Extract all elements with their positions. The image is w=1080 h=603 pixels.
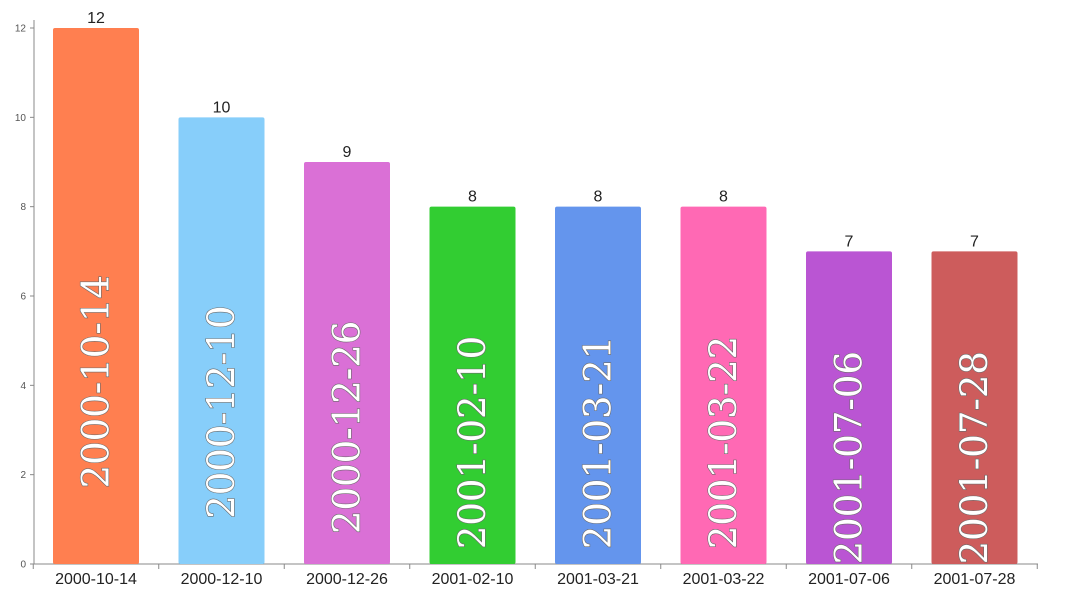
bar-value-label: 8 [468, 189, 477, 206]
y-tick-label: 6 [20, 292, 26, 303]
bar-group: 8 2001-02-10 [429, 189, 516, 564]
bar [680, 206, 767, 564]
bar-value-label: 7 [970, 233, 979, 250]
bar-inner-label: 2000-10-14 [75, 275, 118, 488]
y-tick-label: 0 [20, 560, 26, 571]
bars: 12 2000-10-14 10 2000-12-10 9 2000-12-26 8 2001… [53, 10, 1018, 565]
y-tick-label: 2 [20, 470, 26, 481]
x-tick-label: 2001-03-22 [683, 571, 765, 588]
x-tick-label: 2001-07-28 [934, 571, 1016, 588]
bar-value-label: 9 [343, 144, 352, 161]
bar-group: 8 2001-03-22 [680, 189, 767, 564]
x-tick-label: 2001-03-21 [557, 571, 639, 588]
bar-group: 12 2000-10-14 [53, 10, 139, 564]
x-tick-label: 2001-07-06 [808, 571, 890, 588]
bar [806, 251, 892, 565]
bar-inner-label: 2000-12-10 [200, 305, 243, 518]
y-tick-label: 10 [15, 113, 27, 124]
y-tick-label: 4 [20, 381, 26, 392]
bar-inner-label: 2001-07-28 [953, 351, 996, 564]
bar [931, 251, 1018, 565]
bar [53, 28, 139, 564]
bar [304, 162, 390, 564]
y-tick-label: 8 [20, 202, 26, 213]
x-tick-label: 2000-12-10 [181, 571, 263, 588]
bar-inner-label: 2000-12-26 [326, 321, 369, 534]
x-axis-ticks: 2000-10-14 2000-12-10 2000-12-26 2001-02-10… [32, 564, 1038, 588]
bar-value-label: 7 [845, 233, 854, 250]
x-tick-label: 2000-12-26 [306, 571, 388, 588]
bar-value-label: 8 [594, 189, 603, 206]
bar-group: 7 2001-07-06 [806, 233, 892, 565]
bar-value-label: 8 [719, 189, 728, 206]
bar [178, 117, 265, 564]
y-tick-label: 12 [15, 24, 27, 35]
bar-inner-label: 2001-07-06 [828, 351, 871, 564]
bar-value-label: 10 [213, 99, 231, 116]
bar [555, 206, 641, 564]
bar [429, 206, 516, 564]
bar-value-label: 12 [87, 10, 105, 27]
bar-group: 10 2000-12-10 [178, 99, 265, 564]
bar-inner-label: 2001-02-10 [451, 336, 494, 549]
bar-inner-label: 2001-03-22 [702, 336, 745, 549]
x-tick-label: 2000-10-14 [55, 571, 137, 588]
bar-group: 7 2001-07-28 [931, 233, 1018, 565]
x-tick-label: 2001-02-10 [432, 571, 514, 588]
bar-group: 8 2001-03-21 [555, 189, 641, 564]
bar-group: 9 2000-12-26 [304, 144, 390, 564]
bar-inner-label: 2001-03-21 [577, 336, 620, 549]
y-axis-ticks: 0 2 4 6 8 10 12 [15, 24, 34, 571]
